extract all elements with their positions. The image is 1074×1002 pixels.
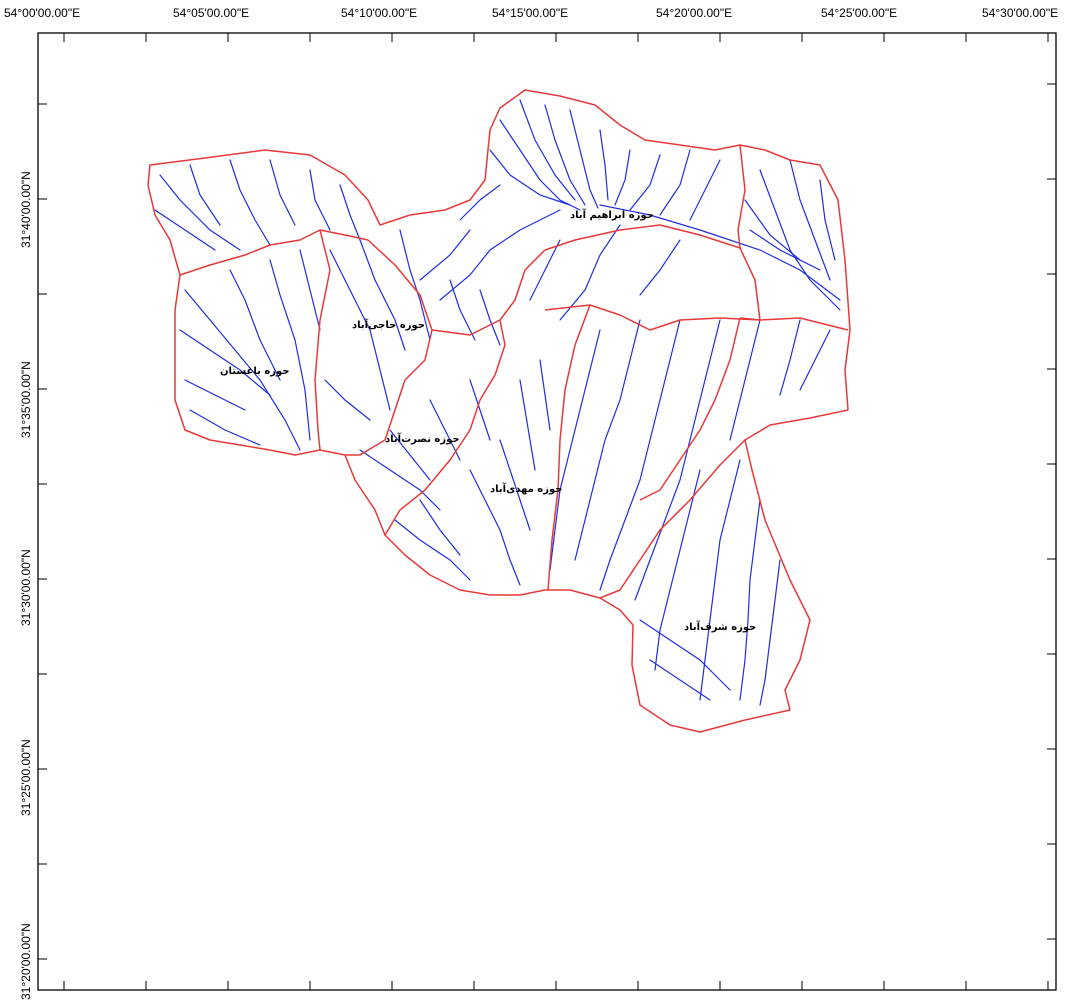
lon-label: 54°10'00.00"E xyxy=(341,6,417,20)
basin-label: حوزه حاجی‌آباد xyxy=(352,318,425,331)
lat-label: 31°30'00.00"N xyxy=(19,549,33,626)
basin-label: حوزه ابراهیم آباد xyxy=(570,208,654,221)
basin-label: حوزه نصرت‌آباد xyxy=(385,432,460,445)
basin-label: حوزه مهدی‌آباد xyxy=(490,482,562,495)
stream-network xyxy=(154,99,841,706)
basin-boundaries xyxy=(147,89,851,733)
lat-label: 31°40'00.00"N xyxy=(19,171,33,248)
basin-label: حوزه باغستان xyxy=(220,366,290,377)
top-axis-ticks xyxy=(63,33,1049,42)
lon-label: 54°00'00.00"E xyxy=(4,6,80,20)
bottom-axis-ticks xyxy=(63,981,1049,990)
lon-label: 54°25'00.00"E xyxy=(821,6,897,20)
lon-label: 54°05'00.00"E xyxy=(173,6,249,20)
lat-label: 31°20'00.00"N xyxy=(19,923,33,1000)
lon-label: 54°15'00.00"E xyxy=(492,6,568,20)
left-axis-ticks xyxy=(38,103,47,960)
lat-label: 31°35'00.00"N xyxy=(19,361,33,438)
right-axis-ticks xyxy=(1047,83,1056,940)
map-frame xyxy=(37,32,1057,991)
lon-label: 54°20'00.00"E xyxy=(656,6,732,20)
lat-label: 31°25'00.00"N xyxy=(19,739,33,816)
lon-label: 54°30'00.00"E xyxy=(982,6,1058,20)
basin-label: حوزه شرف‌آباد xyxy=(684,620,756,633)
